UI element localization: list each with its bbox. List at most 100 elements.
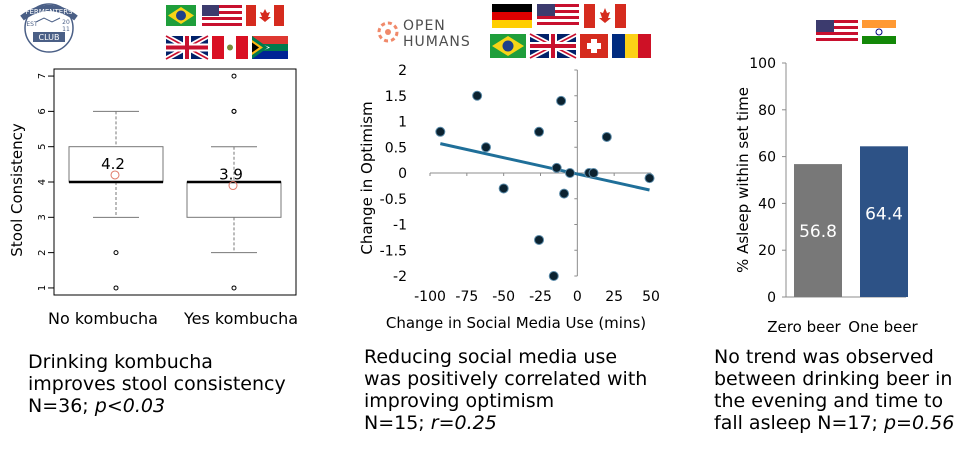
data-point <box>498 183 509 194</box>
data-point <box>564 168 575 178</box>
boxplot-category-label: No kombucha <box>48 309 158 328</box>
data-point <box>644 173 655 184</box>
caption-stats: fall asleep N=17; p=0.56 <box>714 412 954 434</box>
brazil-flag-icon <box>490 34 526 58</box>
data-point <box>548 271 559 281</box>
r-value: r=0.25 <box>430 412 497 434</box>
bar-category-label: Zero beer <box>767 318 841 336</box>
y-tick-label: 0 <box>398 166 407 182</box>
scatter-x-axis-label: Change in Social Media Use (mins) <box>386 314 646 332</box>
bar-value-label: 56.8 <box>799 222 837 242</box>
y-tick-label: 20 <box>758 243 776 259</box>
box <box>186 181 282 218</box>
boxplot-chart: Stool Consistency 1 2 3 4 5 6 7 4.2 3.9 No komb… <box>8 68 298 328</box>
caption-line: was positively correlated with <box>364 368 648 390</box>
uk-flag-icon <box>528 31 578 61</box>
outlier-point <box>231 285 237 291</box>
y-tick-label: 2 <box>37 249 48 255</box>
bar <box>794 164 842 297</box>
data-point <box>601 131 612 142</box>
x-tick-label: 50 <box>642 289 660 305</box>
data-point <box>551 162 562 173</box>
bar-y-axis-label: % Asleep within set time <box>734 87 752 273</box>
usa-flag-icon <box>202 5 242 26</box>
x-tick-label: -100 <box>414 289 446 305</box>
outlier-point <box>113 285 119 291</box>
caption-line: fall asleep N=17; <box>714 412 878 434</box>
switzerland-flag-icon <box>580 34 608 58</box>
romania-flag-icon <box>612 34 651 58</box>
y-tick-label: 40 <box>758 196 776 212</box>
logo-est-text: EST <box>26 21 38 28</box>
canada-flag-icon <box>246 5 284 26</box>
brazil-flag-icon <box>166 5 196 26</box>
peru-flag-icon <box>212 36 248 59</box>
data-point <box>559 188 570 199</box>
scatter-chart: Change in Optimism Change in Social Medi… <box>358 63 660 332</box>
caption-stats: N=15; r=0.25 <box>364 412 647 434</box>
y-tick-label: 0.5 <box>385 140 407 156</box>
y-tick-label: 60 <box>758 150 776 166</box>
caption-social-media: Reducing social media use was positively… <box>364 346 647 434</box>
data-point <box>480 142 491 153</box>
logo-open-text: OPEN <box>403 18 446 34</box>
outlier-point <box>113 250 119 256</box>
scatter-y-axis-label: Change in Optimism <box>358 101 376 254</box>
bar <box>860 146 908 297</box>
data-point <box>534 234 545 245</box>
caption-line: Reducing social media use <box>364 346 618 368</box>
usa-flag-icon <box>537 4 579 28</box>
boxplot-y-axis-label: Stool Consistency <box>8 123 26 257</box>
y-tick-label: -2 <box>393 269 407 285</box>
y-tick-label: 80 <box>758 103 776 119</box>
data-point <box>472 90 483 101</box>
caption-line: improves stool consistency <box>28 373 286 395</box>
x-tick-label: -50 <box>492 289 515 305</box>
y-tick-label: 5 <box>37 144 48 150</box>
caption-line: Drinking kombucha <box>28 351 213 373</box>
sample-size: N=15; <box>364 412 425 434</box>
y-tick-label: 4 <box>37 179 48 185</box>
fermenters-club-logo: FERMENTERS CLUB EST 20 11 <box>20 3 78 53</box>
y-tick-label: 6 <box>37 108 48 114</box>
y-tick-label: 2 <box>398 63 407 79</box>
flags-panel1 <box>164 5 288 62</box>
data-point <box>435 126 446 137</box>
caption-line: No trend was observed <box>714 346 934 368</box>
p-value: p=0.56 <box>884 412 955 434</box>
logo-year-bottom: 11 <box>62 26 70 33</box>
bar-chart: % Asleep within set time 0 20 40 60 80 100 56… <box>734 56 919 336</box>
trend-line <box>439 142 650 192</box>
y-tick-label: -1 <box>393 218 407 234</box>
mean-point <box>228 181 238 191</box>
caption-line: the evening and time to <box>714 390 944 412</box>
bar-value-label: 64.4 <box>865 204 903 224</box>
south-africa-flag-icon <box>252 36 288 59</box>
logo-fermenters-text: FERMENTERS <box>25 8 73 16</box>
data-point <box>588 168 599 178</box>
x-tick-label: 0 <box>573 289 582 305</box>
y-tick-label: 1.5 <box>385 89 407 105</box>
y-tick-label: 100 <box>749 56 776 72</box>
uk-flag-icon <box>164 33 210 62</box>
mean-label: 4.2 <box>101 155 125 173</box>
y-tick-label: -1.5 <box>380 243 407 259</box>
y-tick-label: 7 <box>37 73 48 79</box>
caption-stats: N=36; p<0.03 <box>28 395 286 417</box>
caption-line: improving optimism <box>364 390 555 412</box>
flags-panel3 <box>816 20 896 44</box>
germany-flag-icon <box>492 4 532 28</box>
mean-point <box>110 170 120 180</box>
mean-label: 3.9 <box>219 166 243 184</box>
canada-flag-icon <box>584 4 626 28</box>
flags-panel2 <box>490 4 651 61</box>
x-tick-label: -25 <box>529 289 552 305</box>
usa-flag-icon <box>816 20 858 44</box>
data-point <box>534 126 545 137</box>
p-value: p<0.03 <box>94 395 166 417</box>
outlier-point <box>231 108 237 114</box>
caption-line: between drinking beer in <box>714 368 953 390</box>
caption-kombucha: Drinking kombucha improves stool consist… <box>28 351 286 417</box>
y-tick-label: 1 <box>398 115 407 131</box>
